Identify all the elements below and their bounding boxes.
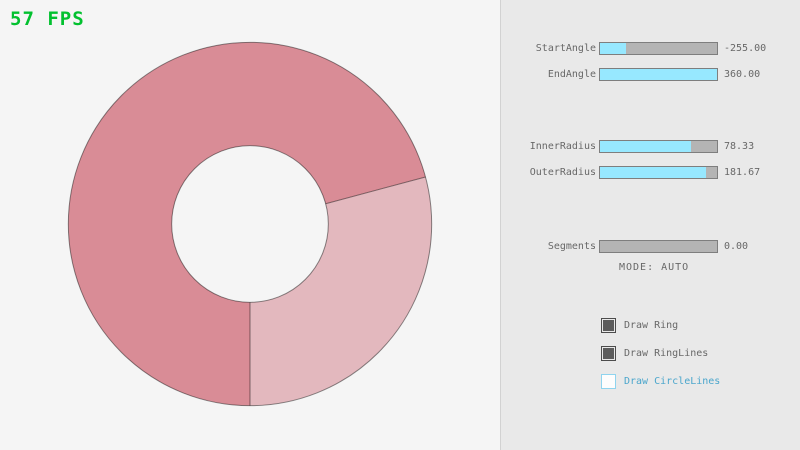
draw-circlelines-label: Draw CircleLines xyxy=(624,376,721,387)
checkbox-row-draw-ringlines: Draw RingLines xyxy=(601,346,708,361)
end-angle-slider[interactable] xyxy=(599,68,718,81)
segments-label: Segments xyxy=(547,241,596,252)
ring-inner-outline xyxy=(171,145,329,303)
start-angle-slider[interactable] xyxy=(599,42,718,55)
draw-ringlines-label: Draw RingLines xyxy=(624,348,709,359)
slider-row-inner-radius: InnerRadius 78.33 xyxy=(507,140,794,153)
inner-radius-slider[interactable] xyxy=(599,140,718,153)
segments-slider[interactable] xyxy=(599,240,718,253)
mode-indicator: MODE: AUTO xyxy=(619,262,690,273)
ring-segment-dark xyxy=(68,42,426,406)
slider-row-segments: Segments 0.00 xyxy=(507,240,794,253)
slider-row-end-angle: EndAngle 360.00 xyxy=(507,68,794,81)
checkbox-row-draw-ring: Draw Ring xyxy=(601,318,678,333)
start-angle-label: StartAngle xyxy=(535,43,596,54)
outer-radius-slider[interactable] xyxy=(599,166,718,179)
draw-ring-checkbox[interactable] xyxy=(601,318,616,333)
inner-radius-label: InnerRadius xyxy=(529,141,596,152)
ring-radial-line-start xyxy=(325,176,426,205)
start-angle-value: -255.00 xyxy=(724,43,767,54)
inner-radius-value: 78.33 xyxy=(724,141,755,152)
draw-circlelines-checkbox[interactable] xyxy=(601,374,616,389)
control-panel: StartAngle -255.00 EndAngle 360.00 Inner… xyxy=(500,0,800,450)
drawing-canvas: 57 FPS xyxy=(10,8,433,407)
outer-radius-label: OuterRadius xyxy=(529,167,596,178)
fps-counter: 57 FPS xyxy=(10,8,85,30)
ring-graphic xyxy=(67,41,433,407)
slider-row-outer-radius: OuterRadius 181.67 xyxy=(507,166,794,179)
outer-radius-value: 181.67 xyxy=(724,167,761,178)
end-angle-label: EndAngle xyxy=(547,69,596,80)
draw-ring-label: Draw Ring xyxy=(624,320,679,331)
draw-ringlines-checkbox[interactable] xyxy=(601,346,616,361)
end-angle-value: 360.00 xyxy=(724,69,761,80)
segments-value: 0.00 xyxy=(724,241,749,252)
slider-row-start-angle: StartAngle -255.00 xyxy=(507,42,794,55)
ring-outer-outline xyxy=(67,41,433,407)
ring-segment-light xyxy=(250,176,432,406)
checkbox-row-draw-circlelines: Draw CircleLines xyxy=(601,374,720,389)
